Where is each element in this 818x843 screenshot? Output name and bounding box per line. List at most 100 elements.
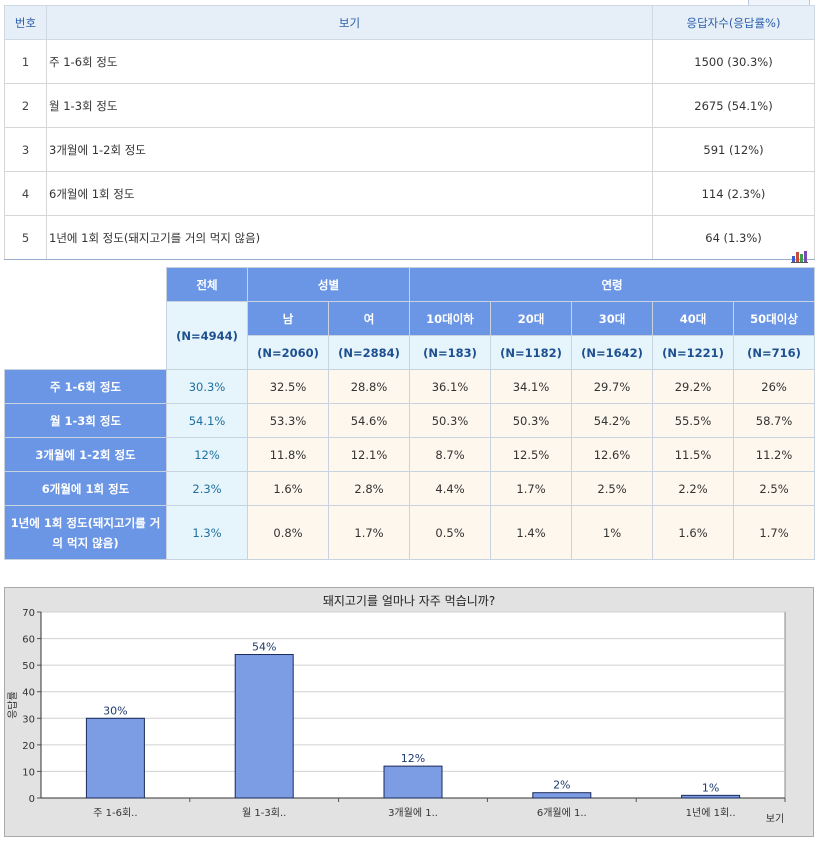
group-header: 여	[327, 301, 411, 336]
group-header: 30대	[571, 301, 654, 336]
cell-value: 29.2%	[652, 369, 735, 404]
table-row: 월 1-3회 정도 54.1% 53.3% 54.6% 50.3% 50.3% 54.2% 5…	[4, 403, 816, 438]
bar-value-label: 1%	[702, 781, 719, 794]
cell-value: 1.6%	[247, 471, 329, 506]
cell-value: 12.6%	[571, 437, 654, 472]
header-total: 전체	[166, 267, 248, 302]
cell-text: 월 1-3회 정도	[46, 83, 653, 128]
cell-value: 32.5%	[247, 369, 329, 404]
bar	[532, 792, 592, 799]
x-tick-label: 3개월에 1..	[388, 807, 438, 819]
total-n: (N=4944)	[166, 301, 248, 370]
x-tick-label: 주 1-6회..	[93, 807, 137, 819]
group-n: (N=183)	[409, 335, 492, 370]
col-header-count: 응답자수(응답률%)	[652, 5, 815, 40]
group-n: (N=1642)	[571, 335, 654, 370]
group-header: 50대이상	[733, 301, 816, 336]
cell-count: 64 (1.3%)	[652, 215, 815, 260]
y-tick-label: 30	[22, 714, 35, 725]
cell-total: 54.1%	[166, 403, 248, 438]
cell-total: 30.3%	[166, 369, 248, 404]
cell-no: 3	[4, 127, 47, 172]
crosstab-table: 전체 성별 연령 (N=4944) 남 여 10대이하 20대 30대 40대 50대이상 …	[4, 267, 816, 560]
cell-value: 54.2%	[571, 403, 654, 438]
cell-value: 2.5%	[571, 471, 654, 506]
row-label: 주 1-6회 정도	[4, 369, 167, 404]
cell-value: 54.6%	[327, 403, 411, 438]
cell-no: 2	[4, 83, 47, 128]
cell-value: 12.5%	[490, 437, 573, 472]
cell-value: 2.8%	[327, 471, 411, 506]
cell-value: 28.8%	[327, 369, 411, 404]
cell-value: 2.2%	[652, 471, 735, 506]
cell-value: 1.7%	[490, 471, 573, 506]
row-label: 3개월에 1-2회 정도	[4, 437, 167, 472]
cell-value: 11.2%	[733, 437, 816, 472]
group-header: 20대	[490, 301, 573, 336]
cell-value: 29.7%	[571, 369, 654, 404]
col-header-no: 번호	[4, 5, 47, 40]
cell-value: 2.5%	[733, 471, 816, 506]
cell-text: 1년에 1회 정도(돼지고기를 거의 먹지 않음)	[46, 215, 653, 260]
cell-value: 26%	[733, 369, 816, 404]
cell-value: 34.1%	[490, 369, 573, 404]
cell-value: 36.1%	[409, 369, 492, 404]
group-n: (N=716)	[733, 335, 816, 370]
cell-value: 53.3%	[247, 403, 329, 438]
cell-text: 주 1-6회 정도	[46, 39, 653, 84]
bar-chart: 0 10 20 30 40 50 60 70 돼지고기를 얼마나 자주 먹습니까? 30% 주 1-…	[4, 587, 814, 837]
group-n: (N=2060)	[247, 335, 329, 370]
cell-value: 1.7%	[733, 505, 816, 560]
bar-value-label: 30%	[103, 704, 127, 717]
group-n: (N=2884)	[327, 335, 411, 370]
cell-value: 58.7%	[733, 403, 816, 438]
x-axis-label: 보기	[766, 813, 784, 825]
x-tick-label: 6개월에 1..	[537, 807, 587, 819]
table-row: 주 1-6회 정도 30.3% 32.5% 28.8% 36.1% 34.1% 29.7% 2…	[4, 369, 816, 404]
group-header: 10대이하	[409, 301, 492, 336]
group-header: 40대	[652, 301, 735, 336]
cell-value: 1.7%	[327, 505, 411, 560]
cell-count: 1500 (30.3%)	[652, 39, 815, 84]
cell-value: 50.3%	[490, 403, 573, 438]
cell-no: 1	[4, 39, 47, 84]
cell-value: 11.8%	[247, 437, 329, 472]
x-tick-label: 1년에 1회..	[686, 807, 736, 819]
row-label: 6개월에 1회 정도	[4, 471, 167, 506]
y-tick-label: 60	[22, 635, 35, 646]
table-row: 4 6개월에 1회 정도 114 (2.3%)	[4, 171, 815, 216]
bar-value-label: 12%	[401, 752, 425, 765]
header-gender: 성별	[246, 267, 411, 302]
bar	[85, 717, 145, 799]
header-age: 연령	[409, 267, 816, 302]
cell-text: 3개월에 1-2회 정도	[46, 127, 653, 172]
cell-value: 11.5%	[652, 437, 735, 472]
cell-total: 2.3%	[166, 471, 248, 506]
group-n: (N=1182)	[490, 335, 573, 370]
y-tick-label: 70	[22, 608, 35, 619]
cell-value: 1%	[571, 505, 654, 560]
y-tick-label: 10	[22, 767, 35, 778]
cell-count: 2675 (54.1%)	[652, 83, 815, 128]
bar	[383, 765, 443, 799]
cell-value: 1.4%	[490, 505, 573, 560]
row-label: 월 1-3회 정도	[4, 403, 167, 438]
y-tick-label: 40	[22, 688, 35, 699]
cell-text: 6개월에 1회 정도	[46, 171, 653, 216]
table-row: 6개월에 1회 정도 2.3% 1.6% 2.8% 4.4% 1.7% 2.5% 2.2% 2.…	[4, 471, 816, 506]
bar-chart-icon[interactable]	[790, 249, 808, 263]
cell-value: 0.8%	[247, 505, 329, 560]
row-label: 1년에 1회 정도(돼지고기를 거의 먹지 않음)	[4, 505, 167, 560]
bar-value-label: 2%	[553, 779, 570, 792]
x-tick-label: 월 1-3회..	[242, 807, 286, 819]
cell-value: 1.6%	[652, 505, 735, 560]
bar-chart-svg: 0 10 20 30 40 50 60 70 돼지고기를 얼마나 자주 먹습니까? 30% 주 1-…	[7, 594, 786, 825]
y-tick-label: 20	[22, 741, 35, 752]
corner-blank	[4, 267, 167, 370]
cell-value: 55.5%	[652, 403, 735, 438]
y-axis-label: 응답률	[7, 691, 19, 719]
chart-title: 돼지고기를 얼마나 자주 먹습니까?	[323, 594, 495, 608]
